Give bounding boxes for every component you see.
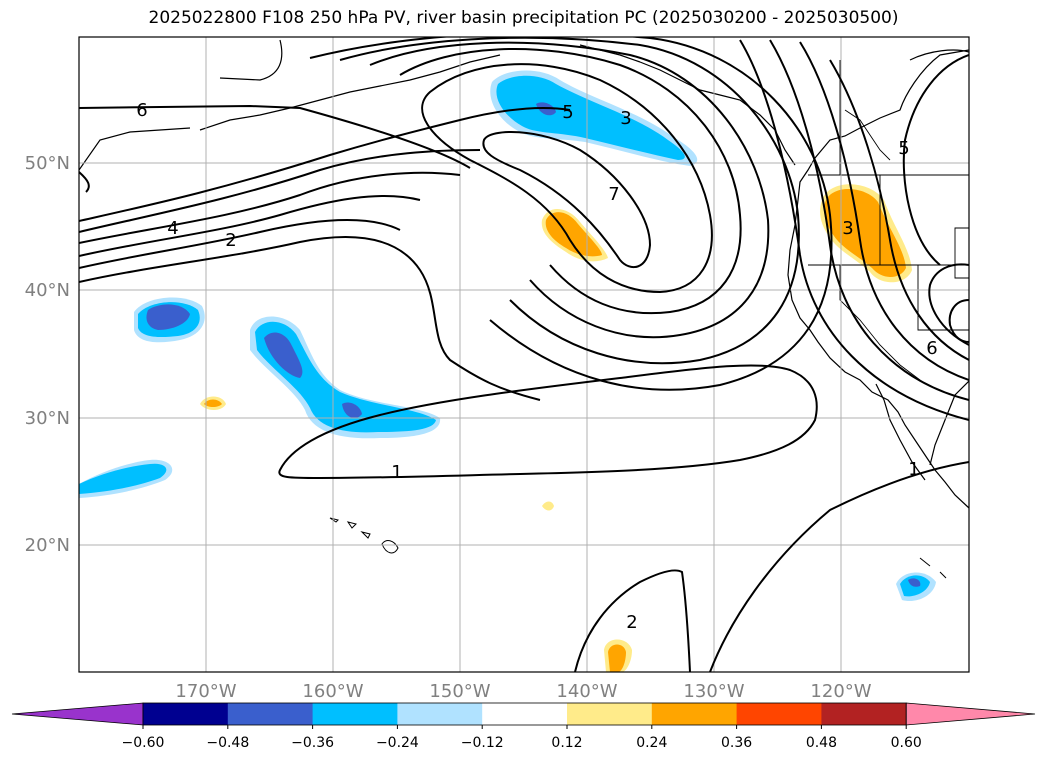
negative-pc-shading (79, 70, 936, 602)
lon-label: 170°W (175, 681, 236, 702)
colorbar-cell (143, 703, 229, 725)
contour-label: 3 (620, 108, 631, 129)
contour-2-south (574, 569, 691, 672)
lon-label: 120°W (810, 681, 871, 702)
contour-4-set (79, 107, 571, 222)
map-frame (78, 36, 970, 673)
hawaii-island (381, 540, 399, 554)
longitude-labels: 170°W 160°W 150°W 140°W 130°W 120°W (175, 681, 871, 702)
colorbar-tick-label: −0.24 (376, 735, 419, 751)
colorbar-cell (482, 703, 568, 725)
colorbar-extend-high (905, 702, 1036, 726)
contour-label: 3 (842, 218, 853, 239)
map-title: 2025022800 F108 250 hPa PV, river basin … (148, 8, 899, 28)
colorbar-cell (227, 703, 314, 725)
colorbar-tick-label: −0.12 (461, 735, 504, 751)
colorbar-tick-label: −0.60 (122, 735, 165, 751)
colorbar-cell (651, 703, 738, 725)
contour-label: 4 (167, 218, 178, 239)
contour-east-1 (709, 461, 969, 672)
islands (329, 517, 947, 579)
colorbar-tick-label: −0.48 (206, 735, 249, 751)
colorbar-border (142, 702, 907, 726)
contour-label: 2 (626, 612, 637, 633)
contour-label: 1 (391, 462, 402, 483)
colorbar-cell (736, 703, 822, 725)
lat-label: 20°N (25, 535, 70, 556)
colorbar-tick-label: 0.12 (551, 735, 582, 751)
colorbar: −0.60 −0.48 −0.36 −0.24 −0.12 0.12 0.24 0.36 0.4… (11, 702, 1036, 751)
latitude-labels: 50°N 40°N 30°N 20°N (25, 153, 70, 556)
colorbar-tick-label: 0.48 (806, 735, 837, 751)
lat-label: 30°N (25, 408, 70, 429)
contour-label: 6 (926, 338, 937, 359)
contour-closed-7 (482, 131, 652, 269)
colorbar-cell (821, 703, 907, 725)
lat-label: 50°N (25, 153, 70, 174)
colorbar-cell (567, 703, 653, 725)
north-america-coast (787, 49, 969, 509)
contour-label: 6 (136, 100, 147, 121)
colorbar-tick-label: 0.36 (721, 735, 752, 751)
lon-label: 150°W (429, 681, 490, 702)
contour-labels: 6 4 2 1 5 3 7 5 3 6 1 2 (136, 100, 937, 633)
lat-label: 40°N (25, 280, 70, 301)
contour-1-south (79, 236, 541, 401)
lon-label: 140°W (556, 681, 617, 702)
contour-label: 5 (898, 138, 909, 159)
colorbar-tick-label: −0.36 (291, 735, 334, 751)
lon-label: 130°W (683, 681, 744, 702)
pv-contours (79, 37, 969, 672)
colorbar-tick-label: 0.24 (636, 735, 667, 751)
contour-east-set (829, 59, 969, 361)
contour-1-loop (278, 364, 818, 480)
map-background (79, 37, 969, 672)
contour-label: 7 (608, 184, 619, 205)
colorbar-cell (312, 703, 398, 725)
colorbar-tick-label: 0.60 (891, 735, 922, 751)
lon-label: 160°W (302, 681, 363, 702)
contour-label: 5 (562, 102, 573, 123)
contour-label: 1 (908, 459, 919, 480)
state-borders (808, 60, 969, 381)
colorbar-cell (397, 703, 483, 725)
coastlines (79, 39, 969, 509)
contour-label: 2 (225, 230, 236, 251)
contour-6-north (79, 104, 471, 169)
colorbar-extend-low (11, 702, 144, 726)
